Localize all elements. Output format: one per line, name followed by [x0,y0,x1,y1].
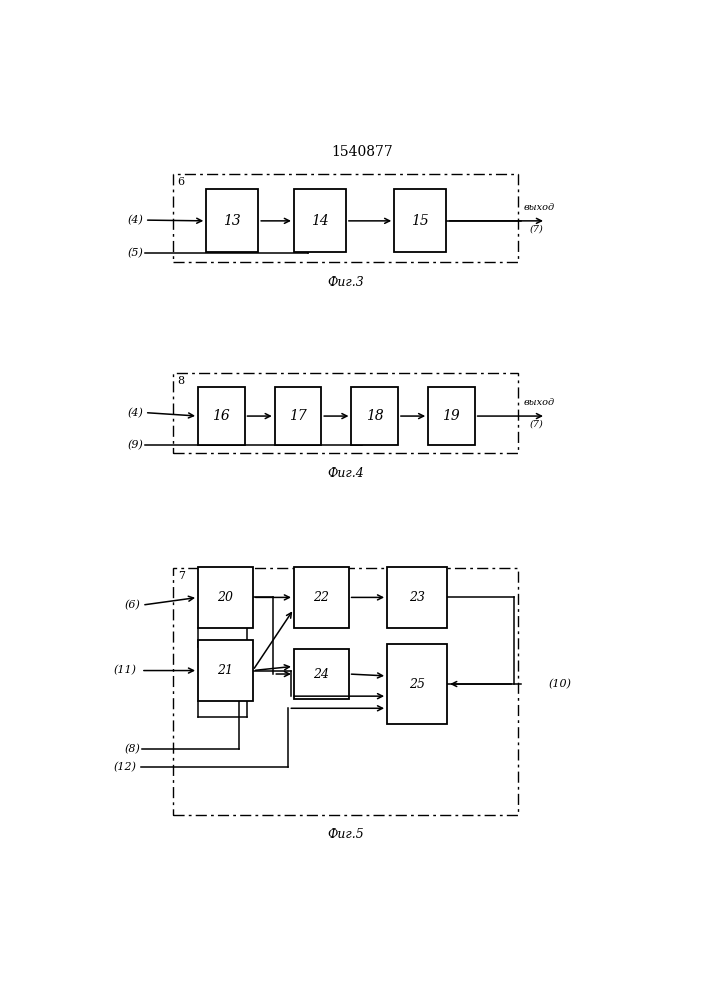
Bar [173,373,518,453]
Text: (5): (5) [127,248,144,258]
Text: 13: 13 [223,214,241,228]
Text: (11): (11) [114,665,136,676]
Text: 15: 15 [411,214,429,228]
Text: 8: 8 [177,376,185,386]
Bar [294,189,346,252]
Text: 24: 24 [313,668,329,681]
Text: 25: 25 [409,678,425,691]
Bar [387,644,448,724]
Text: Фиг.5: Фиг.5 [327,828,364,841]
Text: выход: выход [524,203,555,212]
Text: (6): (6) [124,600,141,610]
Text: 7: 7 [177,571,185,581]
Text: 1540877: 1540877 [332,145,393,159]
Bar [394,189,446,252]
Bar [206,189,258,252]
Text: 21: 21 [217,664,233,677]
Text: (7): (7) [530,420,543,429]
Bar [198,387,245,445]
Text: (10): (10) [549,679,572,689]
Text: 23: 23 [409,591,425,604]
Text: (7): (7) [530,225,543,234]
Bar [173,568,518,815]
Bar [387,567,448,628]
Text: (9): (9) [127,440,144,450]
Text: 20: 20 [217,591,233,604]
Bar [428,387,474,445]
Text: 18: 18 [366,409,383,423]
Bar [198,567,253,628]
Text: 16: 16 [212,409,230,423]
Text: Фиг.3: Фиг.3 [327,276,364,289]
Bar [275,387,321,445]
Bar [351,387,398,445]
Bar [198,640,253,701]
Text: (4): (4) [127,407,144,418]
Text: 22: 22 [313,591,329,604]
Bar [173,174,518,262]
Text: Фиг.4: Фиг.4 [327,467,364,480]
Text: выход: выход [524,398,555,407]
Text: 6: 6 [177,177,185,187]
Text: (8): (8) [124,744,141,754]
Bar [294,567,349,628]
Bar [294,649,349,699]
Text: 14: 14 [311,214,329,228]
Text: (4): (4) [127,215,144,225]
Text: 19: 19 [443,409,460,423]
Text: (12): (12) [114,762,136,772]
Text: 17: 17 [289,409,307,423]
